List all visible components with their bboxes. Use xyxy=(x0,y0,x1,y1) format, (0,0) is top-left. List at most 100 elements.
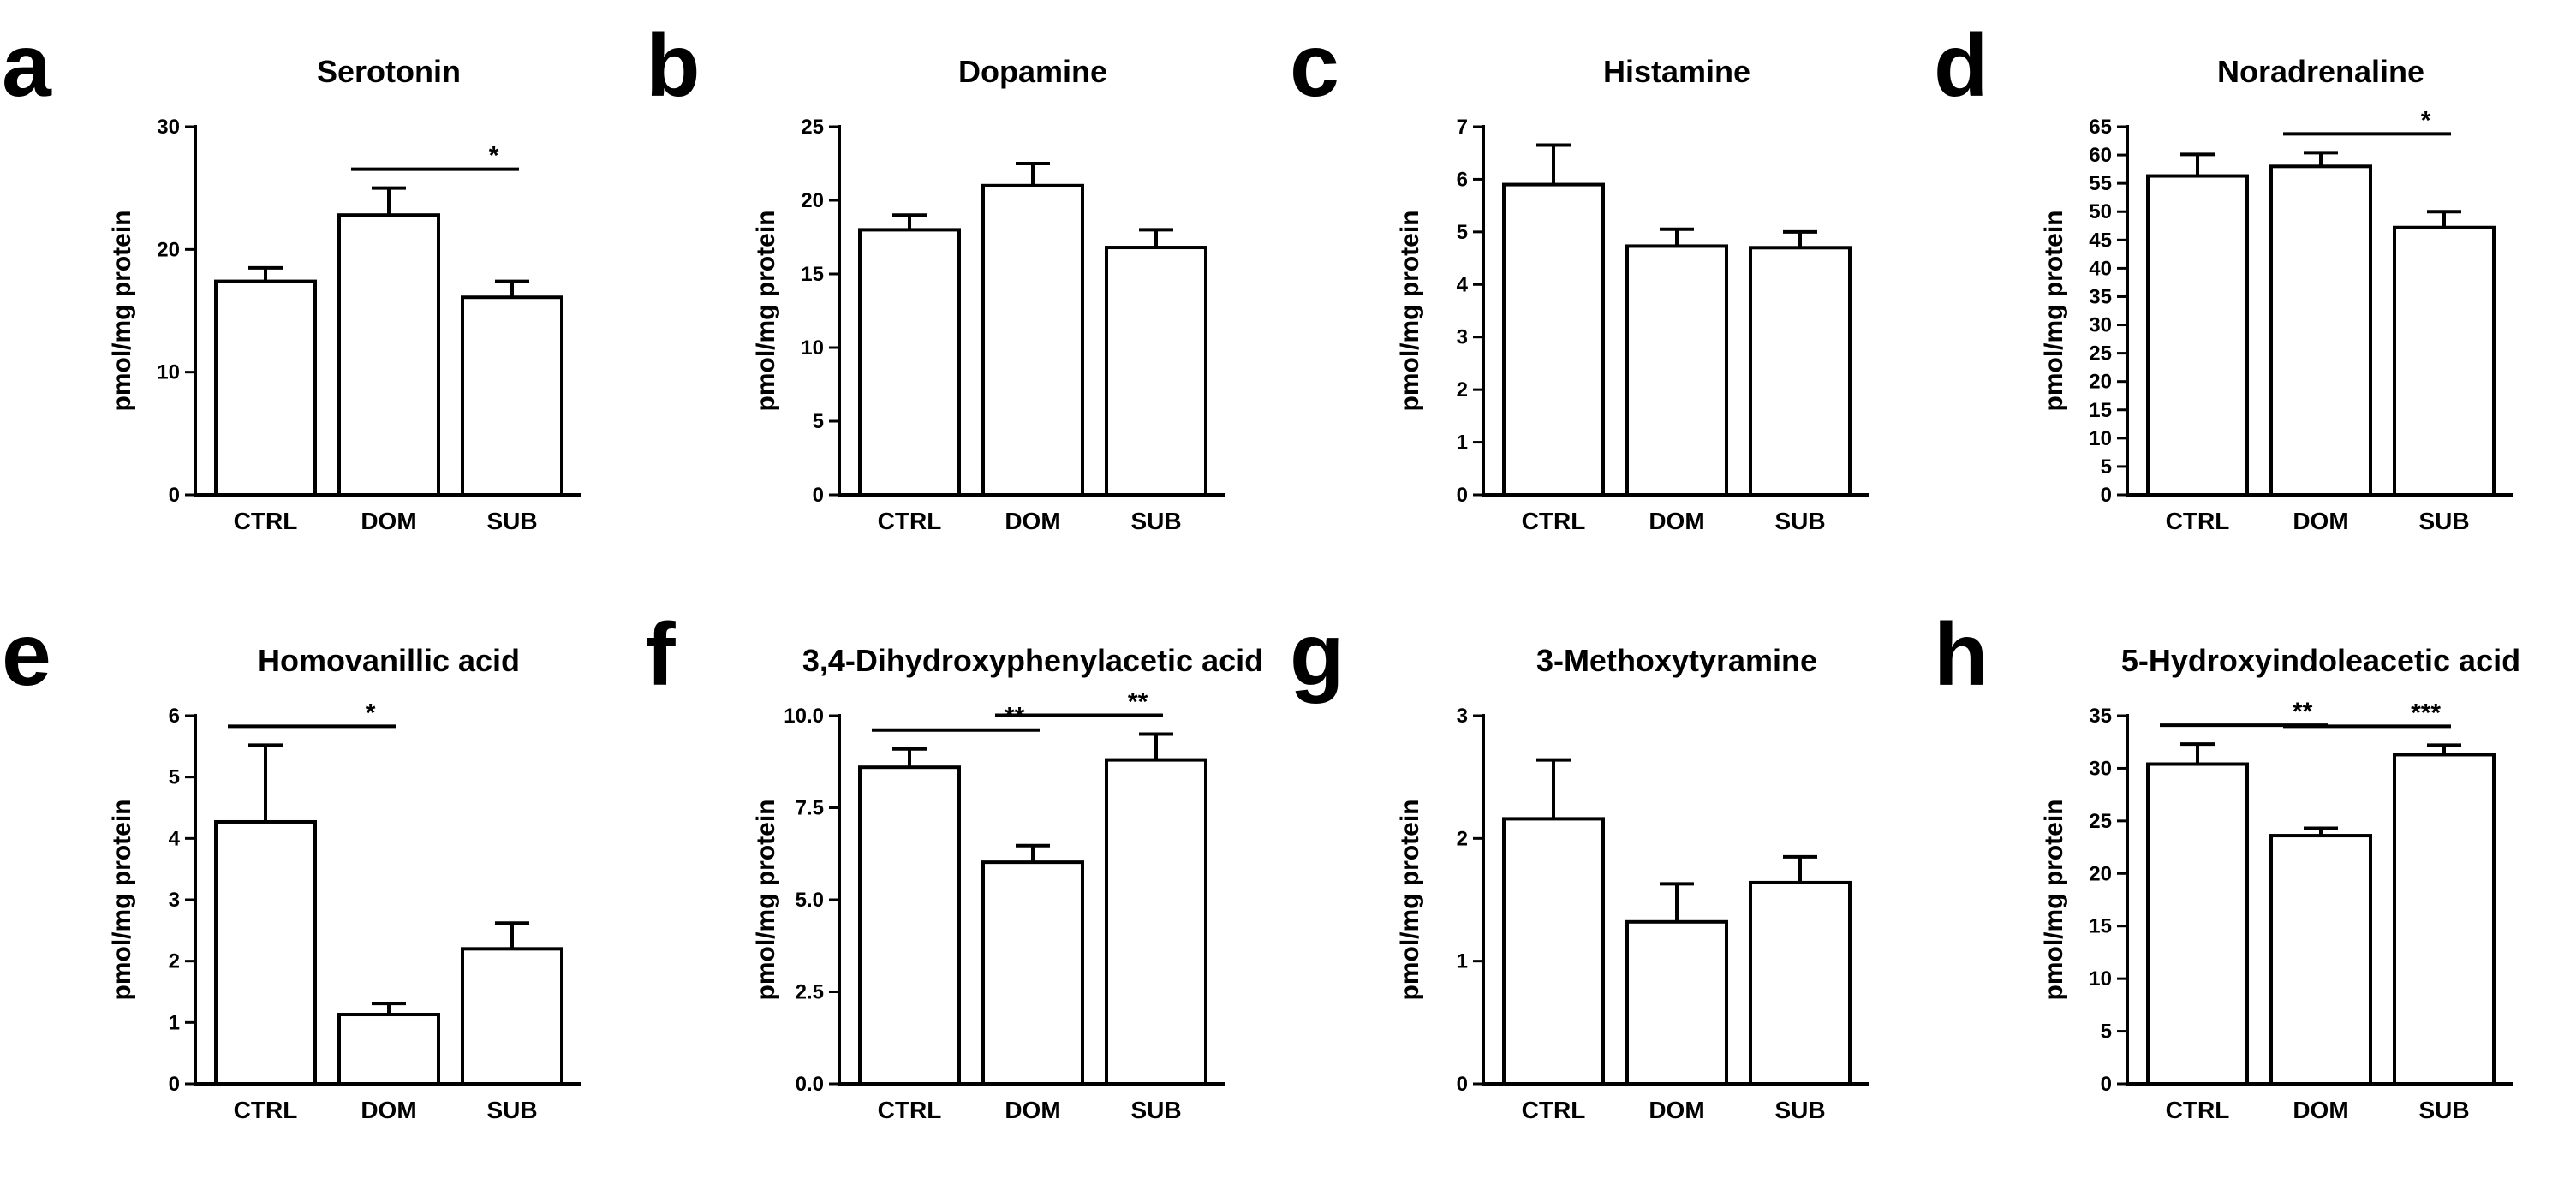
y-tick-label: 1 xyxy=(1457,950,1468,973)
y-tick-label: 25 xyxy=(801,116,824,139)
y-tick-label: 15 xyxy=(801,263,824,286)
y-tick-label: 5 xyxy=(169,766,180,789)
y-tick-label: 5 xyxy=(2101,1020,2112,1044)
x-tick-label: CTRL xyxy=(878,1097,942,1123)
y-tick-label: 10 xyxy=(157,361,180,384)
y-tick-label: 0 xyxy=(2101,484,2112,507)
y-tick-label: 0 xyxy=(2101,1073,2112,1096)
y-tick-label: 0.0 xyxy=(796,1073,824,1096)
panel-letter: b xyxy=(646,16,701,116)
y-axis-label: pmol/mg protein xyxy=(1396,800,1424,1001)
y-tick-label: 10 xyxy=(2089,967,2112,991)
chart-title: 5-Hydroxyindoleacetic acid xyxy=(2121,643,2520,678)
y-tick-label: 65 xyxy=(2089,116,2112,139)
chart-title: Homovanillic acid xyxy=(258,643,520,678)
chart-svg-c: c Histamine pmol/mg protein 0 1 2 3 4 5 6 7 CTRL DOM… xyxy=(1290,16,1869,534)
bar-dom xyxy=(2269,834,2372,1086)
x-tick-label: SUB xyxy=(486,1097,537,1123)
x-tick-label: DOM xyxy=(1649,508,1704,534)
significance-label: * xyxy=(2421,106,2431,134)
y-tick-label: 5.0 xyxy=(796,889,824,912)
x-tick-label: SUB xyxy=(1130,1097,1181,1123)
y-tick-label: 7 xyxy=(1457,116,1468,139)
bar-dom xyxy=(1625,244,1728,497)
y-tick-label: 20 xyxy=(2089,371,2112,394)
significance-label: *** xyxy=(2411,699,2441,727)
bar-dom xyxy=(981,183,1084,497)
y-tick-label: 2 xyxy=(1457,378,1468,402)
x-tick-label: DOM xyxy=(2293,508,2348,534)
panel-letter: e xyxy=(2,605,51,705)
chart-panel-g: g 3-Methoxytyramine pmol/mg protein 0 1 2 3 CTR… xyxy=(1288,589,1932,1178)
x-tick-label: SUB xyxy=(2418,1097,2469,1123)
y-axis-label: pmol/mg protein xyxy=(108,211,136,412)
y-tick-label: 30 xyxy=(2089,314,2112,337)
y-tick-label: 0 xyxy=(1457,1073,1468,1096)
y-tick-label: 20 xyxy=(157,238,180,261)
chart-panel-c: c Histamine pmol/mg protein 0 1 2 3 4 5 6 7 CTRL DOM… xyxy=(1288,0,1932,589)
chart-svg-f: f 3,4-Dihydroxyphenylacetic acid pmol/mg p… xyxy=(646,605,1263,1123)
y-tick-label: 2 xyxy=(1457,827,1468,850)
y-tick-label: 1 xyxy=(169,1011,180,1034)
bar-ctrl xyxy=(214,279,317,497)
bar-dom xyxy=(337,213,440,497)
y-axis-label: pmol/mg protein xyxy=(752,800,780,1001)
chart-svg-a: a Serotonin pmol/mg protein 0 10 20 30 CTRL DOM S… xyxy=(2,16,581,534)
x-tick-label: DOM xyxy=(361,1097,416,1123)
x-tick-label: DOM xyxy=(1005,1097,1060,1123)
y-tick-label: 40 xyxy=(2089,257,2112,280)
chart-panel-f: f 3,4-Dihydroxyphenylacetic acid pmol/mg p… xyxy=(644,589,1288,1178)
bar-dom xyxy=(337,1013,440,1086)
x-tick-label: CTRL xyxy=(2166,508,2230,534)
y-tick-label: 3 xyxy=(1457,705,1468,728)
significance-label: * xyxy=(366,699,376,727)
y-tick-label: 45 xyxy=(2089,229,2112,252)
bar-sub xyxy=(461,295,564,497)
chart-title: Serotonin xyxy=(317,54,461,89)
y-tick-label: 5 xyxy=(2101,455,2112,479)
y-tick-label: 2 xyxy=(169,950,180,973)
y-tick-label: 1 xyxy=(1457,431,1468,455)
significance-label: ** xyxy=(2293,698,2313,726)
y-tick-label: 20 xyxy=(801,189,824,212)
y-axis-label: pmol/mg protein xyxy=(2040,211,2068,412)
x-tick-label: CTRL xyxy=(1522,508,1586,534)
chart-panel-h: h 5-Hydroxyindoleacetic acid pmol/mg prote… xyxy=(1932,589,2576,1178)
x-tick-label: DOM xyxy=(2293,1097,2348,1123)
bar-ctrl xyxy=(1502,182,1605,497)
x-tick-label: SUB xyxy=(1130,508,1181,534)
y-tick-label: 7.5 xyxy=(796,797,824,820)
chart-svg-d: d Noradrenaline pmol/mg protein 0 5 10 15 20 25 3… xyxy=(1934,16,2513,534)
panel-letter: a xyxy=(2,16,52,116)
chart-title: Dopamine xyxy=(958,54,1107,89)
bar-sub xyxy=(1749,880,1852,1086)
y-tick-label: 15 xyxy=(2089,399,2112,422)
x-tick-label: CTRL xyxy=(234,508,298,534)
significance-label: ** xyxy=(1128,688,1148,717)
chart-svg-g: g 3-Methoxytyramine pmol/mg protein 0 1 2 3 CTR… xyxy=(1290,605,1869,1123)
y-tick-label: 5 xyxy=(813,410,824,433)
x-tick-label: DOM xyxy=(1649,1097,1704,1123)
bar-dom xyxy=(981,860,1084,1086)
chart-title: Histamine xyxy=(1603,54,1750,89)
chart-title: 3-Methoxytyramine xyxy=(1536,643,1817,678)
y-tick-label: 25 xyxy=(2089,342,2112,366)
y-axis-label: pmol/mg protein xyxy=(2040,800,2068,1001)
chart-title: 3,4-Dihydroxyphenylacetic acid xyxy=(802,643,1263,678)
y-tick-label: 25 xyxy=(2089,810,2112,833)
panel-letter: f xyxy=(646,605,676,705)
panel-letter: c xyxy=(1290,16,1339,116)
bar-ctrl xyxy=(214,819,317,1086)
y-tick-label: 0 xyxy=(169,1073,180,1096)
x-tick-label: SUB xyxy=(1774,508,1825,534)
y-tick-label: 55 xyxy=(2089,172,2112,195)
panel-letter: h xyxy=(1934,605,1989,705)
x-tick-label: CTRL xyxy=(1522,1097,1586,1123)
chart-panel-d: d Noradrenaline pmol/mg protein 0 5 10 15 20 25 3… xyxy=(1932,0,2576,589)
y-tick-label: 4 xyxy=(169,827,181,850)
y-tick-label: 5 xyxy=(1457,221,1468,244)
bar-ctrl xyxy=(858,228,961,497)
y-tick-label: 35 xyxy=(2089,285,2112,308)
bar-dom xyxy=(2269,164,2372,497)
y-tick-label: 30 xyxy=(2089,757,2112,780)
